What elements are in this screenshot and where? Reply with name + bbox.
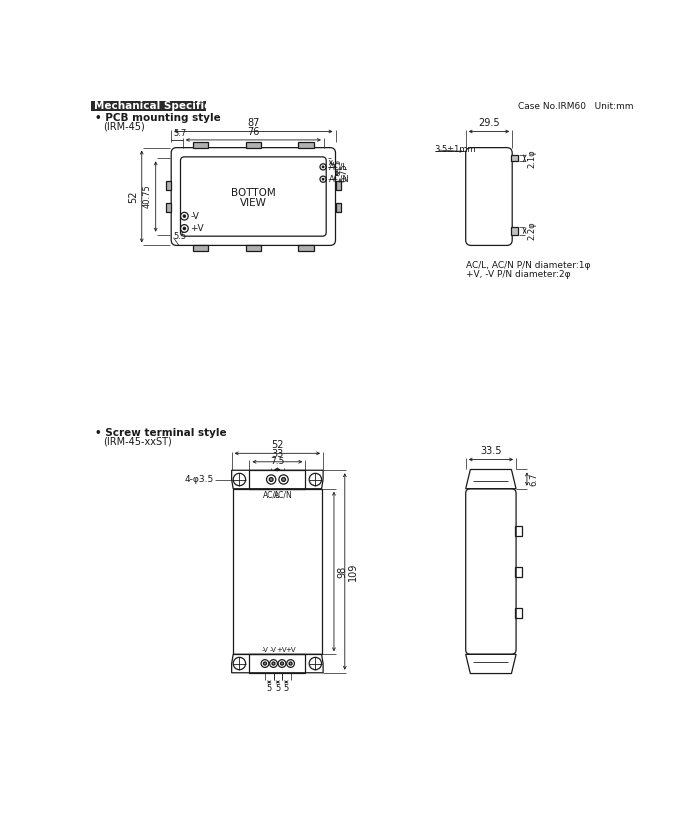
Text: 109: 109 <box>348 563 358 581</box>
Text: -V: -V <box>190 211 199 221</box>
Text: • PCB mounting style: • PCB mounting style <box>95 113 221 123</box>
Bar <box>166 181 172 190</box>
Bar <box>193 142 209 148</box>
Bar <box>233 489 321 654</box>
Bar <box>514 567 522 577</box>
Bar <box>514 525 522 535</box>
Bar <box>193 245 209 251</box>
Bar <box>92 102 206 111</box>
Circle shape <box>272 662 275 665</box>
Bar <box>335 202 341 212</box>
Text: 7.5: 7.5 <box>270 458 285 467</box>
Circle shape <box>281 477 286 482</box>
Text: 5.7: 5.7 <box>174 129 187 138</box>
Text: Case No.IRM60   Unit:mm: Case No.IRM60 Unit:mm <box>517 102 633 111</box>
Text: +V: +V <box>285 647 296 653</box>
Text: 6.75: 6.75 <box>340 164 349 183</box>
Circle shape <box>289 662 292 665</box>
Text: AC/L, AC/N P/N diameter:1φ: AC/L, AC/N P/N diameter:1φ <box>466 261 590 270</box>
Bar <box>514 608 522 619</box>
Text: 33: 33 <box>272 449 284 458</box>
Circle shape <box>281 662 284 665</box>
Text: 5: 5 <box>267 684 272 693</box>
Bar <box>249 470 305 489</box>
Bar <box>298 245 314 251</box>
Text: 4-φ3.5: 4-φ3.5 <box>185 475 214 484</box>
Circle shape <box>270 477 273 482</box>
Text: +V, -V P/N diameter:2φ: +V, -V P/N diameter:2φ <box>466 270 570 279</box>
Text: VIEW: VIEW <box>240 197 267 207</box>
Text: 5: 5 <box>333 160 342 165</box>
Bar <box>166 202 172 212</box>
Text: BOTTOM: BOTTOM <box>231 188 276 197</box>
Text: 98: 98 <box>337 565 347 577</box>
Bar <box>512 155 517 162</box>
Bar <box>246 142 261 148</box>
Text: 6.7: 6.7 <box>529 472 538 486</box>
Text: AC/N: AC/N <box>274 491 293 499</box>
Text: AC/L: AC/L <box>262 491 280 499</box>
Text: -V: -V <box>262 647 268 653</box>
Text: Mechanical Specification: Mechanical Specification <box>94 101 241 111</box>
Text: 87: 87 <box>247 118 260 128</box>
Circle shape <box>183 227 186 230</box>
Text: 5: 5 <box>284 684 289 693</box>
Text: AC/L: AC/L <box>329 163 349 171</box>
Circle shape <box>183 215 186 217</box>
Text: (IRM-45-xxST): (IRM-45-xxST) <box>103 436 172 446</box>
Text: • Screw terminal style: • Screw terminal style <box>95 428 227 438</box>
Text: 5: 5 <box>275 684 281 693</box>
Text: 76: 76 <box>247 127 260 137</box>
Bar <box>512 227 517 235</box>
Text: 5.5: 5.5 <box>174 231 187 240</box>
Text: (IRM-45): (IRM-45) <box>103 121 145 131</box>
Text: AC/N: AC/N <box>329 175 350 183</box>
Circle shape <box>322 178 324 180</box>
Text: +V: +V <box>276 647 287 653</box>
Text: 52: 52 <box>128 190 138 202</box>
Text: -V: -V <box>270 647 277 653</box>
Text: 2.2φ: 2.2φ <box>527 221 536 240</box>
Circle shape <box>322 166 324 168</box>
Text: +V: +V <box>190 224 204 233</box>
Text: 3.5±1mm: 3.5±1mm <box>435 145 476 154</box>
Bar <box>335 181 341 190</box>
Text: 52: 52 <box>271 440 284 450</box>
Text: 40.75: 40.75 <box>143 185 152 208</box>
Circle shape <box>263 662 267 665</box>
Text: 2.1φ: 2.1φ <box>527 150 536 168</box>
Text: 29.5: 29.5 <box>478 118 500 128</box>
Bar <box>246 245 261 251</box>
Bar <box>298 142 314 148</box>
Text: 33.5: 33.5 <box>480 446 502 457</box>
Bar <box>249 654 305 672</box>
